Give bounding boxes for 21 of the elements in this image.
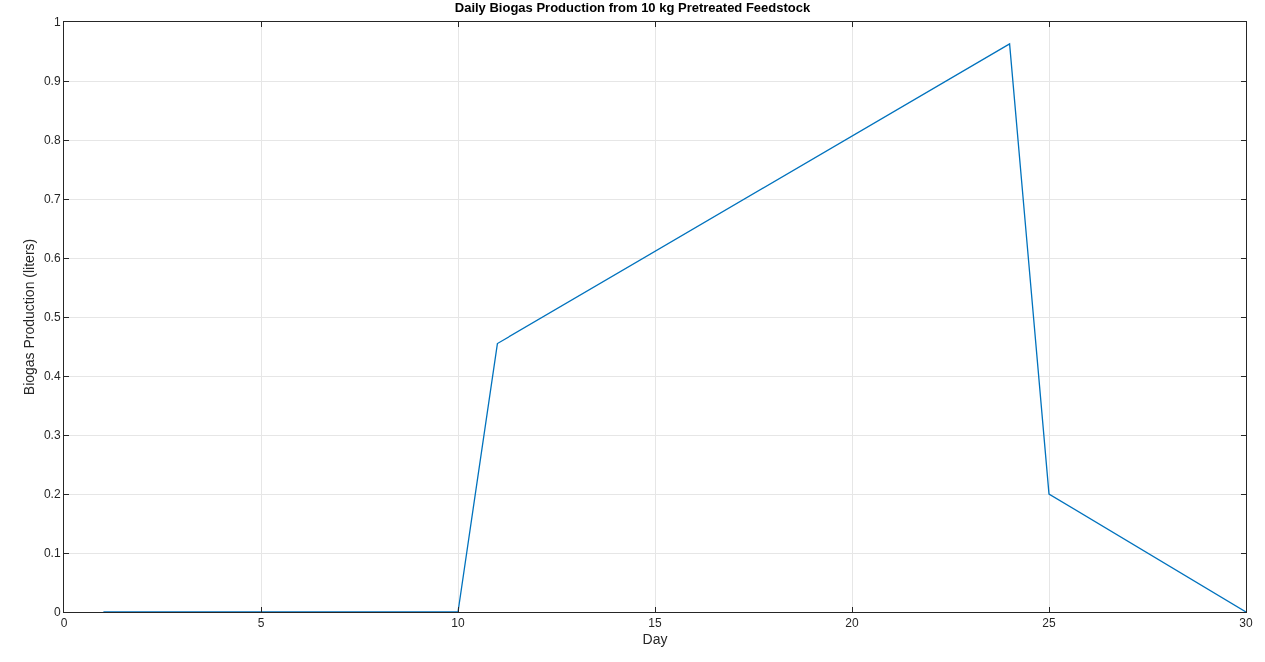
x-tick-label: 10 [451, 616, 465, 631]
x-tick-label: 25 [1042, 616, 1056, 631]
y-tick-label: 0.3 [43, 428, 61, 443]
x-tick-label: 15 [648, 616, 662, 631]
x-tick-label: 30 [1239, 616, 1253, 631]
line-series [102, 43, 1246, 612]
y-tick-label: 0.6 [43, 251, 61, 266]
x-tick-label: 5 [257, 616, 265, 631]
y-axis-title: Biogas Production (liters) [20, 238, 37, 396]
chart-title: Daily Biogas Production from 10 kg Pretreated Feedstock [454, 0, 811, 16]
y-tick-label: 1 [53, 15, 61, 30]
y-tick-label: 0.1 [43, 546, 61, 561]
y-tick-label: 0.4 [43, 369, 61, 384]
y-tick-label: 0.2 [43, 487, 61, 502]
y-tick-label: 0.9 [43, 74, 61, 89]
y-tick-label: 0 [53, 605, 61, 620]
y-tick-label: 0.8 [43, 133, 61, 148]
x-axis-title: Day [642, 630, 668, 647]
y-tick-label: 0.7 [43, 192, 61, 207]
x-tick-label: 20 [845, 616, 859, 631]
y-tick-label: 0.5 [43, 310, 61, 325]
